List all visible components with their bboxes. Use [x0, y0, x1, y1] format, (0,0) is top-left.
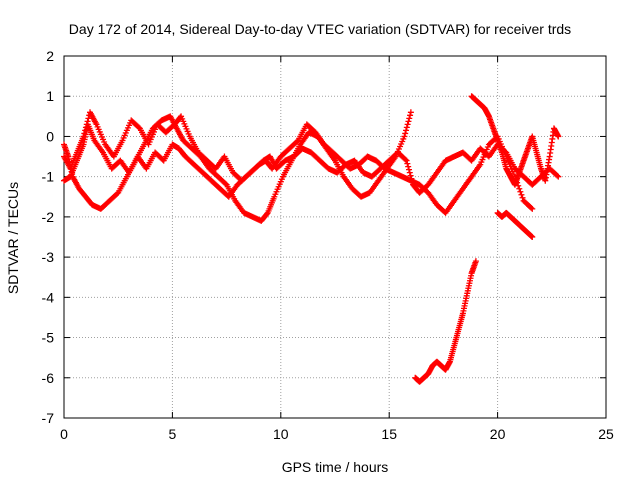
x-tick-label: 5	[169, 426, 177, 442]
data-point	[407, 172, 414, 179]
data-point	[529, 205, 536, 212]
x-tick-label: 20	[490, 426, 506, 442]
y-tick-label: 2	[46, 48, 54, 64]
y-tick-label: -3	[42, 249, 55, 265]
data-point	[83, 121, 90, 128]
x-axis-label: GPS time / hours	[282, 459, 389, 475]
grid	[64, 56, 606, 418]
data-point	[554, 172, 561, 179]
data-point	[84, 118, 91, 125]
data-point	[555, 133, 562, 140]
data-point	[519, 194, 526, 201]
data-point	[294, 138, 301, 145]
y-tick-label: 1	[46, 88, 54, 104]
data-point	[406, 115, 413, 122]
data-point	[263, 210, 270, 217]
y-tick-label: -7	[42, 410, 55, 426]
data-point	[472, 258, 479, 265]
y-tick-label: -6	[42, 370, 55, 386]
data-point	[555, 173, 562, 180]
data-points	[61, 93, 562, 385]
y-tick-label: 0	[46, 128, 54, 144]
data-point	[80, 133, 87, 140]
plot-frame	[63, 55, 607, 419]
data-point	[528, 204, 535, 211]
x-tick-label: 25	[598, 426, 614, 442]
data-point	[516, 185, 523, 192]
data-point	[407, 112, 414, 119]
data-point	[404, 160, 411, 167]
data-point	[518, 191, 525, 198]
data-point	[406, 169, 413, 176]
y-tick-label: -4	[42, 289, 55, 305]
data-point	[401, 133, 408, 140]
data-point	[81, 130, 88, 137]
data-point	[529, 234, 536, 240]
data-point	[402, 156, 409, 163]
data-point	[404, 121, 411, 128]
y-axis-label: SDTVAR / TECUs	[5, 182, 21, 294]
data-point	[403, 124, 410, 131]
data-point	[82, 127, 89, 134]
series-trace-f	[412, 258, 479, 385]
data-point	[114, 190, 121, 197]
data-point	[405, 166, 412, 173]
series-trace-b	[61, 109, 414, 224]
y-tick-label: -5	[42, 330, 55, 346]
x-tick-label: 15	[381, 426, 397, 442]
series-trace-d	[468, 93, 562, 188]
data-point	[82, 124, 89, 131]
x-tick-label: 0	[60, 426, 68, 442]
series-trace-e	[494, 209, 536, 240]
data-point	[222, 180, 229, 187]
chart-title: Day 172 of 2014, Sidereal Day-to-day VTE…	[69, 21, 571, 37]
y-tick-label: -2	[42, 209, 55, 225]
data-point	[402, 130, 409, 137]
axis-ticks: 0 5 10 15 20 25 -7 -6 -5 -4 -3 -2 -1 0 1 2	[42, 48, 614, 442]
data-point	[405, 163, 412, 170]
y-tick-label: -1	[42, 169, 55, 185]
data-point	[135, 124, 142, 131]
data-point	[405, 118, 412, 125]
x-tick-label: 10	[273, 426, 289, 442]
data-point	[403, 157, 410, 164]
data-point	[517, 188, 524, 195]
data-point	[407, 109, 414, 116]
data-point	[403, 127, 410, 134]
